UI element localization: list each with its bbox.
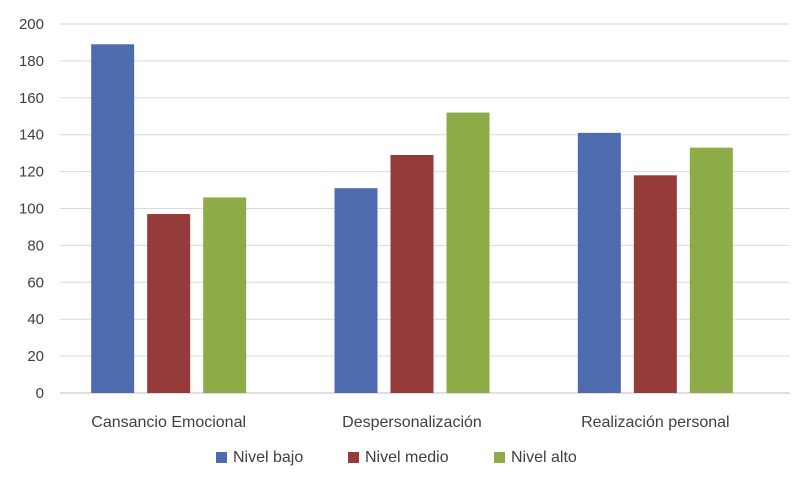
y-tick-label: 20: [27, 348, 44, 365]
bar-nivel-medio: [633, 175, 677, 393]
bar-nivel-alto: [689, 147, 733, 393]
y-tick-label: 120: [19, 164, 44, 181]
y-tick-label: 160: [19, 90, 44, 107]
bars: [91, 44, 733, 394]
y-tick-label: 180: [19, 53, 44, 70]
y-tick-label: 140: [19, 127, 44, 144]
x-tick-label: Realización personal: [581, 414, 730, 431]
bar-nivel-medio: [147, 214, 191, 393]
legend: Nivel bajo Nivel medio Nivel alto: [216, 449, 577, 466]
y-tick-label: 100: [19, 201, 44, 218]
bar-nivel-bajo: [334, 188, 378, 393]
bar-nivel-bajo: [91, 44, 135, 394]
y-tick-label: 0: [36, 385, 44, 402]
y-tick-label: 40: [27, 311, 44, 328]
legend-swatch: [216, 452, 227, 463]
y-tick-label: 80: [27, 237, 44, 254]
x-axis-ticks: Cansancio Emocional Despersonalización Rea…: [91, 414, 729, 431]
bar-nivel-alto: [446, 112, 490, 393]
x-tick-label: Cansancio Emocional: [91, 414, 246, 431]
legend-swatch: [348, 452, 359, 463]
y-tick-label: 60: [27, 274, 44, 291]
bar-nivel-medio: [390, 154, 434, 393]
y-axis-ticks: 0 20 40 60 80 100 120 140 160 180 200: [19, 16, 44, 402]
bar-nivel-bajo: [577, 132, 621, 394]
bar-nivel-alto: [203, 197, 247, 393]
legend-swatch: [494, 452, 505, 463]
x-tick-label: Despersonalización: [342, 414, 482, 431]
legend-label: Nivel bajo: [233, 449, 303, 466]
legend-label: Nivel medio: [365, 449, 449, 466]
legend-label: Nivel alto: [511, 449, 577, 466]
y-tick-label: 200: [19, 16, 44, 33]
